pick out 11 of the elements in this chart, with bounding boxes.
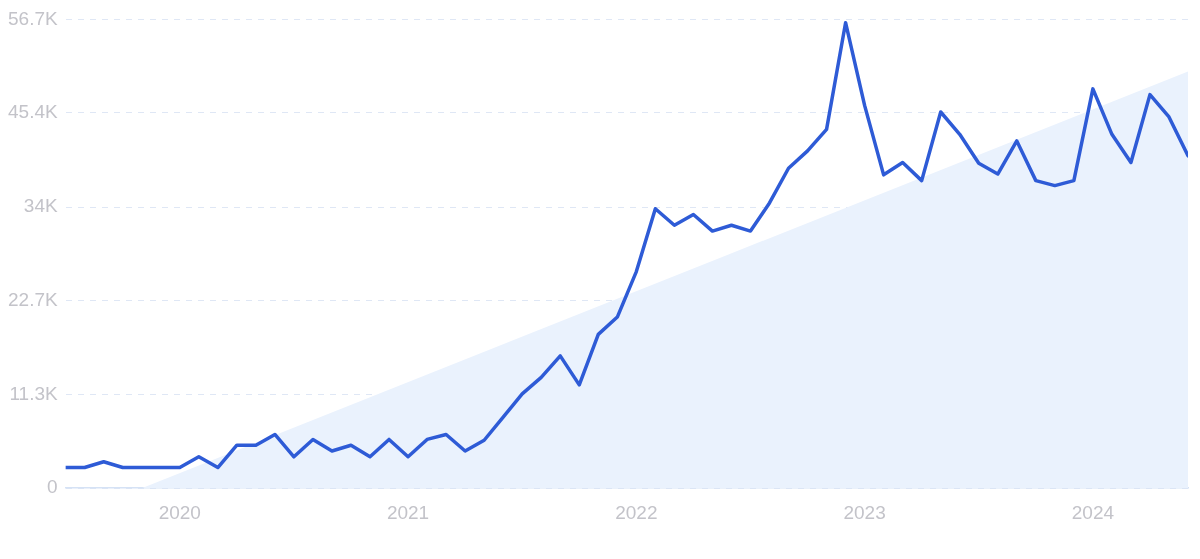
x-tick-label: 2022 xyxy=(615,501,658,523)
y-tick-label: 11.3K xyxy=(9,383,58,405)
y-tick-label: 22.7K xyxy=(8,288,58,310)
y-tick-label: 34K xyxy=(23,195,58,217)
x-tick-label: 2023 xyxy=(843,501,886,523)
x-tick-label: 2020 xyxy=(158,501,201,523)
x-tick-label: 2024 xyxy=(1071,501,1115,523)
y-tick-label: 45.4K xyxy=(8,101,58,123)
y-tick-label: 56.7K xyxy=(8,7,58,29)
y-tick-label: 0 xyxy=(47,476,58,498)
x-tick-label: 2021 xyxy=(386,501,430,523)
